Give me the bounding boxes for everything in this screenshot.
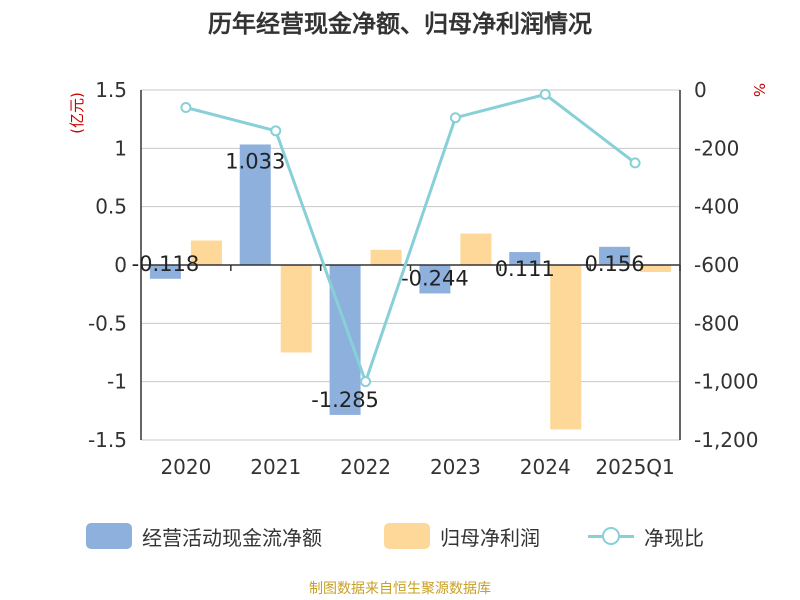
right-axis-unit: % xyxy=(750,83,768,97)
bar-layer xyxy=(149,144,672,430)
right-tick-label: -1,200 xyxy=(694,428,758,452)
data-label-cashflow: 1.033 xyxy=(225,149,285,173)
legend-item-net-profit[interactable]: 归母净利润 xyxy=(384,518,540,554)
right-tick-label: -1,000 xyxy=(694,370,758,394)
line-layer xyxy=(180,88,641,388)
bar-net-profit xyxy=(460,233,492,265)
point-cash-ratio xyxy=(539,88,551,100)
category-label: 2023 xyxy=(430,455,481,479)
legend-line-icon xyxy=(588,523,634,549)
category-label: 2020 xyxy=(160,455,211,479)
legend-item-cash-ratio[interactable]: 净现比 xyxy=(588,518,704,554)
bar-cashflow xyxy=(599,246,631,265)
left-tick-label: 0 xyxy=(114,253,127,277)
category-label: 2024 xyxy=(520,455,571,479)
left-tick-label: -0.5 xyxy=(88,311,127,335)
point-cash-ratio xyxy=(180,102,192,113)
bar-cashflow xyxy=(419,265,451,294)
data-label-cashflow: -0.118 xyxy=(132,252,200,276)
category-label: 2021 xyxy=(250,455,301,479)
point-cash-ratio xyxy=(360,376,372,388)
left-axis-unit: (亿元) xyxy=(68,92,86,134)
legend-swatch-net-profit xyxy=(384,523,430,549)
data-label-cashflow: -0.244 xyxy=(401,266,469,290)
line-cash-ratio xyxy=(185,92,636,387)
bar-net-profit xyxy=(370,249,402,265)
bar-net-profit xyxy=(190,240,222,265)
data-label-cashflow: 0.111 xyxy=(495,257,555,281)
legend: 经营活动现金流净额 归母净利润 净现比 xyxy=(0,518,800,554)
bar-net-profit xyxy=(280,265,312,353)
bar-cashflow xyxy=(509,252,541,265)
right-tick-label: 0 xyxy=(694,78,707,102)
chart-title: 历年经营现金净额、归母净利润情况 xyxy=(208,10,592,38)
left-tick-label: 0.5 xyxy=(95,195,127,219)
legend-label-net-profit: 归母净利润 xyxy=(440,525,540,550)
data-label-cashflow: 0.156 xyxy=(585,252,645,276)
point-cash-ratio xyxy=(270,125,282,137)
bar-net-profit xyxy=(640,265,672,272)
left-tick-label: -1 xyxy=(107,370,127,394)
legend-label-cash-ratio: 净现比 xyxy=(644,525,704,550)
category-label: 2022 xyxy=(340,455,391,479)
legend-item-cashflow[interactable]: 经营活动现金流净额 xyxy=(86,518,322,554)
source-note: 制图数据来自恒生聚源数据库 xyxy=(309,581,491,597)
category-label: 2025Q1 xyxy=(595,455,674,479)
point-cash-ratio xyxy=(629,157,641,169)
right-tick-label: -800 xyxy=(694,311,739,335)
right-tick-label: -600 xyxy=(694,253,739,277)
right-tick-label: -200 xyxy=(694,136,739,160)
axes: 1.5 1 0.5 0 -0.5 -1 -1.5 0 -200 -400 -600 -800 -1,00… xyxy=(68,78,768,479)
right-tick-label: -400 xyxy=(694,195,739,219)
bar-net-profit xyxy=(550,265,582,430)
bar-cashflow xyxy=(329,265,361,415)
bar-cashflow xyxy=(239,144,271,265)
left-tick-label: 1.5 xyxy=(95,78,127,102)
point-cash-ratio xyxy=(449,112,461,124)
data-label-cashflow: -1.285 xyxy=(311,388,379,412)
legend-swatch-cashflow xyxy=(86,523,132,549)
legend-label-cashflow: 经营活动现金流净额 xyxy=(142,525,322,550)
left-tick-label: 1 xyxy=(114,136,127,160)
data-label-layer: -0.118 1.033 -1.285 -0.244 0.111 0.156 xyxy=(132,149,645,411)
bar-cashflow xyxy=(149,265,181,279)
left-tick-label: -1.5 xyxy=(88,428,127,452)
